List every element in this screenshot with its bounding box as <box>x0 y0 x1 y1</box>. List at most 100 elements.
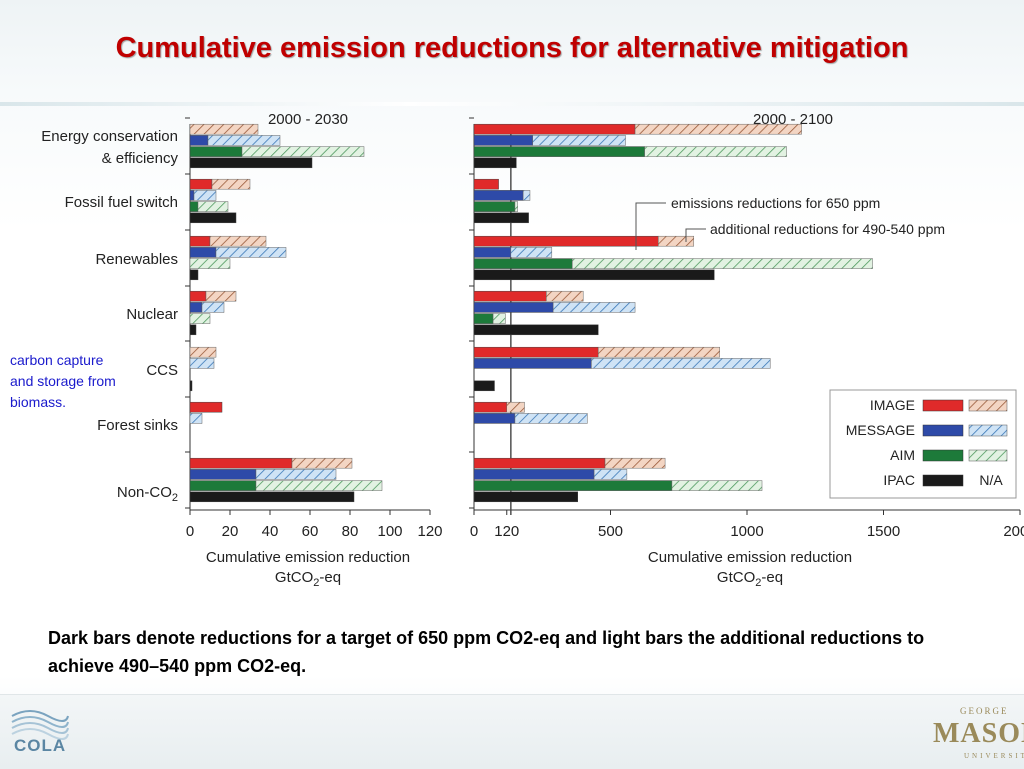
bar-ipac-dark <box>189 269 199 281</box>
bar-aim-dark <box>189 480 257 491</box>
bar-message-light <box>514 413 588 424</box>
bar-message-light <box>189 413 203 424</box>
category-label: Non-CO2 <box>117 484 178 504</box>
bar-image-light <box>189 346 217 358</box>
bar-message-dark <box>473 358 592 369</box>
legend-swatch-image-dark <box>922 399 964 412</box>
bar-aim-light <box>241 146 365 157</box>
bar-image-dark <box>189 457 293 469</box>
bar-image-dark <box>473 290 547 302</box>
bar-aim-light <box>572 258 873 269</box>
category-label: Renewables <box>95 251 178 268</box>
bar-aim-light <box>197 201 229 212</box>
footer-bar <box>0 694 1024 769</box>
x-tick-label: 40 <box>262 523 279 540</box>
ccs-biomass-note: carbon capture and storage from biomass. <box>10 352 116 410</box>
bar-ipac-dark <box>189 324 197 336</box>
category-label: CCS <box>146 362 178 379</box>
category-label: Nuclear <box>126 306 178 323</box>
annotation-leader-line <box>685 228 706 242</box>
bar-message-dark <box>189 135 209 146</box>
bar-message-dark <box>473 190 524 201</box>
cola-logo-text: COLA <box>14 736 67 755</box>
bar-image-dark <box>473 235 659 247</box>
bar-ipac-dark <box>473 157 517 169</box>
bar-aim-light <box>492 313 506 324</box>
annotation-490-540ppm: additional reductions for 490-540 ppm <box>710 221 945 237</box>
bar-image-dark <box>473 346 599 358</box>
bar-message-light <box>510 247 553 258</box>
figure-caption: Dark bars denote reductions for a target… <box>48 628 925 676</box>
category-label: Fossil fuel switch <box>65 194 178 211</box>
bar-message-light <box>189 358 215 369</box>
x-axis-label: Cumulative emission reduction <box>648 549 852 566</box>
legend-swatch-aim-dark <box>922 449 964 462</box>
bar-message-dark <box>473 247 512 258</box>
bar-image-light <box>604 457 666 469</box>
bar-message-light <box>591 358 771 369</box>
bar-message-light <box>201 302 225 313</box>
bar-aim-light <box>189 258 231 269</box>
bar-image-light <box>209 235 267 247</box>
x-tick-label: 20 <box>222 523 239 540</box>
bar-message-light <box>255 469 337 480</box>
chart-2000-2100: 2000 - 2100 Cumulative emission reductio… <box>469 111 1024 589</box>
x-tick-label: 0 <box>470 523 478 540</box>
legend-swatch-ipac-dark <box>922 474 964 487</box>
bar-ipac-dark <box>473 269 715 281</box>
x-tick-label: 1500 <box>867 523 900 540</box>
bar-image-light <box>634 123 802 135</box>
bar-aim-light <box>644 146 787 157</box>
bar-message-dark <box>473 469 595 480</box>
x-tick-label: 120 <box>417 523 442 540</box>
header-divider <box>0 102 1024 106</box>
bar-image-light <box>291 457 353 469</box>
bar-message-dark <box>189 247 217 258</box>
bar-aim-dark <box>473 480 673 491</box>
legend-swatch-message-dark <box>922 424 964 437</box>
bar-message-light <box>593 469 628 480</box>
x-tick-label: 2000 <box>1003 523 1024 540</box>
chart-legend: IMAGE MESSAGE AIM IPAC N/A <box>829 389 1017 499</box>
legend-swatch-image-light <box>968 399 1008 412</box>
bar-message-dark <box>473 302 554 313</box>
bar-ipac-dark <box>473 380 495 392</box>
bar-aim-light <box>514 201 518 212</box>
bar-message-dark <box>189 469 257 480</box>
bar-message-dark <box>473 413 516 424</box>
bar-aim-light <box>671 480 763 491</box>
bar-aim-dark <box>473 258 573 269</box>
bar-image-dark <box>473 123 636 135</box>
bar-aim-dark <box>473 313 494 324</box>
bar-ipac-dark <box>473 324 599 336</box>
bar-image-dark <box>189 401 223 413</box>
x-tick-label: 0 <box>186 523 194 540</box>
bar-aim-dark <box>189 146 243 157</box>
bar-image-light <box>597 346 720 358</box>
bar-aim-light <box>255 480 383 491</box>
bar-message-light <box>215 247 287 258</box>
bar-image-light <box>205 290 237 302</box>
bar-image-light <box>546 290 584 302</box>
gmu-logo-bottom-text: UNIVERSITY <box>964 752 1024 760</box>
bar-aim-light <box>189 313 211 324</box>
bar-ipac-dark <box>189 380 193 392</box>
bar-image-dark <box>189 178 213 190</box>
bar-image-dark <box>473 178 499 190</box>
chart-title: 2000 - 2030 <box>268 111 348 128</box>
bar-image-light <box>658 235 695 247</box>
bar-image-dark <box>189 290 207 302</box>
slide-title: Cumulative emission reductions for alter… <box>115 32 909 64</box>
category-label: Energy conservation <box>41 128 178 145</box>
x-tick-label: 80 <box>342 523 359 540</box>
bar-message-dark <box>473 135 533 146</box>
gmu-logo-top-text: GEORGE <box>960 706 1009 716</box>
bar-ipac-dark <box>473 212 529 224</box>
bar-image-light <box>189 123 259 135</box>
x-axis-unit: GtCO2-eq <box>275 569 341 589</box>
bar-aim-dark <box>473 146 645 157</box>
bar-message-light <box>193 190 217 201</box>
legend-label-aim: AIM <box>890 447 915 463</box>
bar-ipac-dark <box>473 491 578 503</box>
bar-image-dark <box>473 457 606 469</box>
